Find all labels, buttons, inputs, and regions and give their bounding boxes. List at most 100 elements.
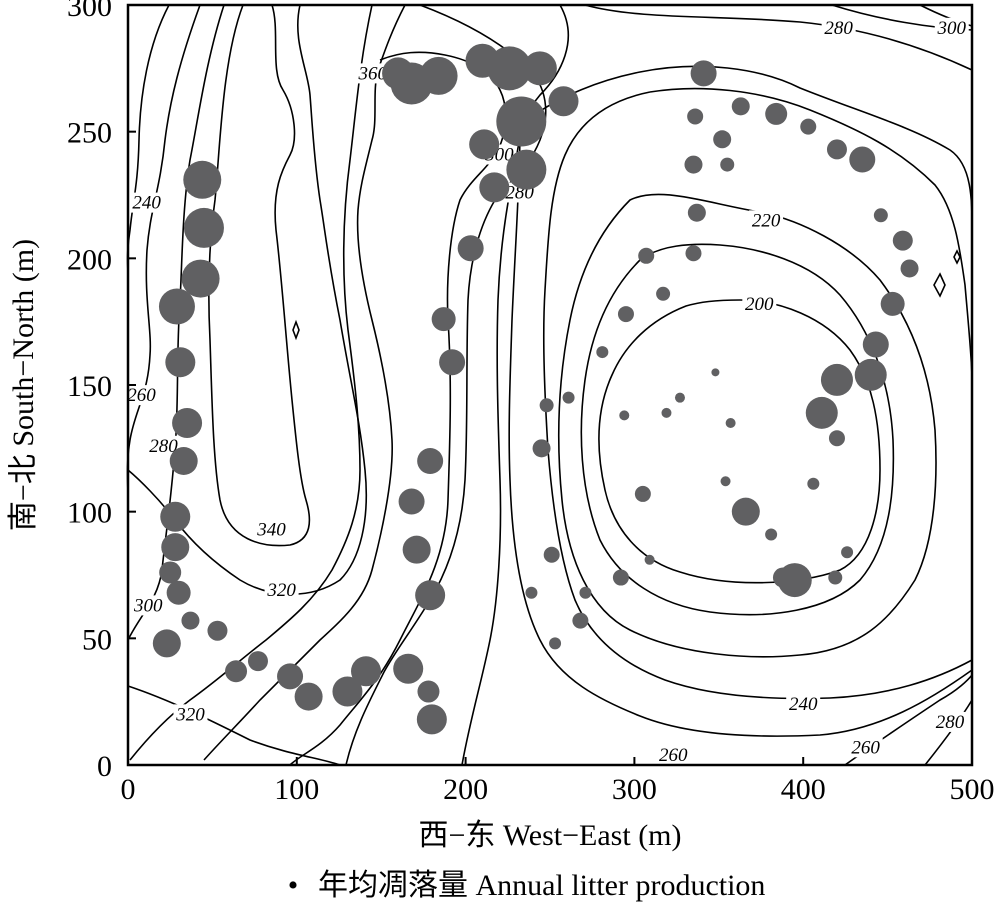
litter-point	[619, 410, 630, 421]
litter-point	[351, 656, 382, 687]
litter-point	[431, 307, 456, 332]
contour-lines	[126, 4, 973, 766]
litter-point	[777, 563, 812, 598]
litter-point	[807, 477, 820, 490]
y-tick-label: 200	[67, 243, 112, 276]
litter-point	[687, 108, 704, 125]
contour-label: 360	[358, 63, 388, 84]
litter-point	[532, 439, 551, 458]
contour-line	[933, 272, 946, 298]
contour-label-bg	[146, 435, 181, 456]
litter-point	[638, 247, 655, 264]
litter-point	[549, 637, 562, 650]
litter-point	[720, 476, 731, 487]
litter-point	[415, 580, 446, 611]
litter-point	[900, 259, 919, 278]
litter-point	[661, 407, 672, 418]
litter-point	[487, 46, 532, 91]
contour-label-bg	[848, 737, 883, 758]
litter-point	[419, 56, 458, 95]
y-tick-label: 150	[67, 370, 112, 403]
contour-line	[126, 4, 201, 511]
litter-point	[225, 660, 248, 683]
contour-line	[208, 4, 311, 547]
contour-label: 340	[256, 519, 286, 540]
litter-point	[506, 149, 547, 190]
contour-label: 300	[133, 595, 163, 616]
litter-point	[820, 363, 853, 396]
x-tick-label: 400	[781, 773, 826, 806]
litter-point	[525, 586, 538, 599]
y-tick-label: 300	[67, 0, 112, 23]
contour-label: 240	[789, 694, 818, 715]
contour-label: 320	[266, 580, 296, 601]
contour-label-bg	[656, 744, 691, 765]
litter-point	[612, 569, 629, 586]
litter-point	[247, 651, 268, 672]
contour-label: 260	[127, 385, 156, 406]
litter-point	[166, 580, 191, 605]
contour-label: 240	[132, 193, 161, 214]
litter-point	[684, 155, 703, 174]
litter-point	[158, 288, 195, 325]
contour-label: 260	[659, 745, 688, 766]
litter-point	[617, 306, 634, 323]
y-tick-label: 100	[67, 497, 112, 530]
x-tick-label: 300	[612, 773, 657, 806]
contour-line	[127, 685, 341, 766]
litter-point	[674, 392, 685, 403]
litter-point	[596, 346, 609, 359]
litter-point	[841, 546, 854, 559]
contour-label-bg	[749, 210, 784, 231]
x-axis-ticks: 0 100 200 300 400 500	[121, 757, 995, 806]
contour-line	[542, 91, 973, 700]
litter-point	[572, 612, 589, 629]
litter-point	[169, 447, 198, 475]
x-tick-label: 200	[443, 773, 488, 806]
contour-line	[127, 4, 368, 595]
x-tick-label: 0	[121, 773, 136, 806]
legend-label: 年均凋落量 Annual litter production	[318, 869, 765, 902]
litter-point	[469, 129, 500, 160]
litter-point	[548, 86, 579, 117]
contour-labels: 360 340 320 320 300 280 260 240 300 280 220 200 240 2…	[124, 17, 969, 766]
contour-line	[584, 4, 973, 71]
contour-label-bg	[173, 704, 208, 725]
litter-point	[416, 704, 447, 735]
y-axis-ticks: 0 50 100 150 200 250 300	[67, 0, 136, 783]
litter-point	[181, 259, 220, 298]
litter-point	[656, 286, 671, 301]
litter-point	[172, 408, 203, 438]
litter-point	[713, 130, 732, 149]
litter-point	[862, 331, 889, 358]
legend: • 年均凋落量 Annual litter production	[288, 869, 766, 902]
litter-point	[417, 448, 444, 474]
contour-label: 280	[824, 18, 853, 39]
litter-point	[277, 663, 304, 690]
contour-line	[203, 4, 406, 761]
litter-point	[402, 535, 431, 564]
contour-label-bg	[129, 192, 164, 213]
contour-line	[557, 193, 937, 658]
litter-point	[765, 102, 788, 125]
litter-point	[496, 96, 547, 147]
y-axis-label: 南−北 South−North (m)	[7, 239, 40, 531]
x-tick-label: 500	[950, 773, 995, 806]
litter-point	[160, 501, 191, 532]
contour-label-bg	[131, 595, 166, 616]
x-tick-label: 100	[274, 773, 319, 806]
litter-point	[479, 172, 510, 203]
litter-point	[849, 146, 876, 173]
litter-point	[161, 533, 190, 562]
litter-point	[562, 391, 575, 404]
litter-point	[159, 561, 182, 584]
litter-point	[439, 349, 466, 376]
contour-label-bg	[124, 385, 159, 406]
litter-point	[805, 396, 838, 429]
litter-point	[731, 497, 760, 526]
litter-point	[457, 235, 484, 262]
contour-line	[129, 4, 373, 761]
litter-point	[892, 230, 913, 251]
contour-label-bg	[786, 694, 821, 715]
